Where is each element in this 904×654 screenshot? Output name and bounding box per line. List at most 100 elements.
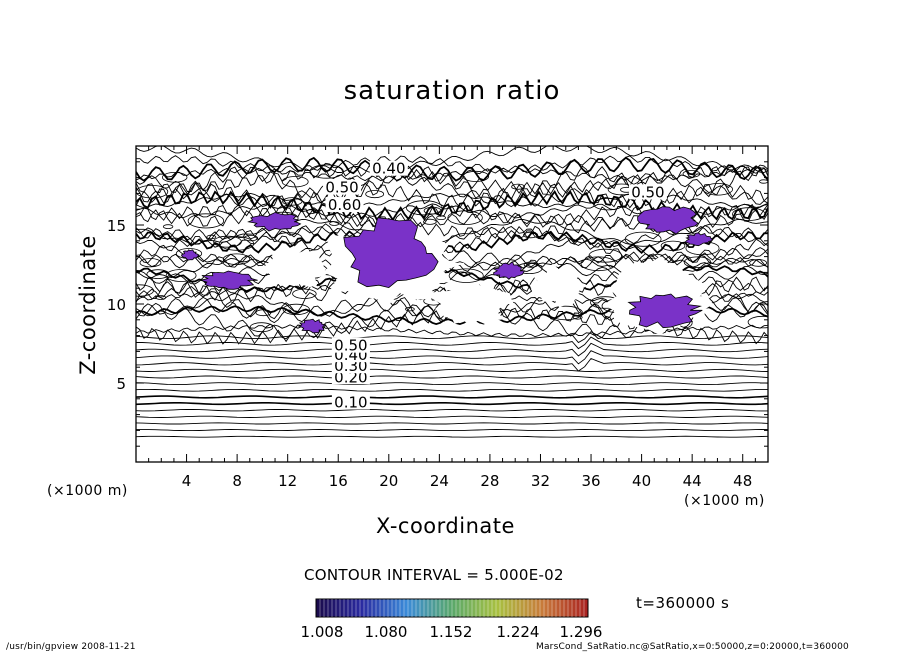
colorbar-tick-label: 1.152	[430, 623, 473, 641]
contour-closed	[219, 236, 255, 251]
contour-closed	[282, 197, 303, 206]
contour-closed	[222, 253, 251, 265]
contour-line	[136, 155, 768, 173]
contour-closed	[747, 315, 768, 329]
contour-line	[136, 173, 768, 208]
contour-closed	[161, 172, 188, 183]
y-tick-label: 5	[116, 375, 126, 393]
contour-closed	[329, 221, 340, 226]
y-tick-label: 10	[107, 296, 126, 314]
contour-line	[136, 190, 768, 222]
footer-source: MarsCond_SatRatio.nc@SatRatio,x=0:50000,…	[536, 642, 849, 652]
y-axis-label: Z-coordinate	[76, 235, 100, 375]
supersaturated-region	[343, 217, 439, 289]
contour-line	[136, 382, 768, 386]
contour-line	[136, 395, 768, 399]
contour-closed	[155, 295, 167, 300]
contour-closed	[423, 218, 437, 225]
x-tick-label: 24	[430, 472, 449, 490]
x-tick-label: 32	[531, 472, 550, 490]
contour-closed	[593, 197, 624, 211]
contour-label: 0.40	[372, 160, 405, 178]
contour-label: 0.50	[631, 183, 664, 201]
x-tick-label: 4	[182, 472, 192, 490]
contour-closed	[162, 224, 174, 229]
x-axis-ticks: 4 8 12 16 20 24 28 32 36 40 44 48	[148, 146, 756, 490]
contour-closed	[249, 322, 274, 333]
contour-label-bg	[331, 337, 370, 353]
contour-line	[136, 375, 768, 379]
contour-line	[136, 402, 768, 406]
contour-closed	[213, 235, 242, 248]
x-tick-label: 40	[632, 472, 651, 490]
chart-title: saturation ratio	[343, 76, 561, 106]
contour-closed	[749, 259, 767, 267]
contour-label: 0.60	[328, 196, 361, 214]
contour-closed	[682, 170, 701, 178]
contour-closed	[732, 207, 766, 221]
contour-line	[136, 422, 768, 425]
x-tick-label: 16	[329, 472, 348, 490]
contour-closed	[683, 256, 712, 268]
supersaturated-region	[180, 249, 201, 261]
contour-closed	[255, 309, 272, 317]
contour-closed	[187, 213, 225, 229]
contour-closed	[136, 284, 154, 297]
contour-line	[136, 357, 768, 372]
contour-line	[136, 336, 768, 350]
unsaturated-gap	[529, 263, 590, 308]
contour-closed	[281, 176, 309, 188]
contour-line	[136, 156, 768, 182]
contour-line	[136, 182, 768, 209]
x-tick-label: 36	[581, 472, 600, 490]
contour-closed	[588, 248, 622, 263]
contour-line	[136, 218, 768, 245]
contour-label: 0.10	[334, 394, 367, 412]
x-tick-label: 20	[379, 472, 398, 490]
contour-closed	[146, 269, 170, 279]
contour-label: 0.50	[325, 179, 358, 197]
contour-label-bg	[325, 197, 364, 213]
contour-label-bg	[323, 179, 362, 195]
colorbar-tick-label: 1.008	[301, 623, 344, 641]
contour-closed	[580, 256, 616, 272]
contour-closed	[759, 179, 768, 184]
contour-line	[136, 409, 768, 412]
contour-closed	[139, 258, 162, 268]
x-tick-label: 44	[683, 472, 702, 490]
contour-label-bg	[628, 184, 667, 200]
unsaturated-gap	[430, 284, 515, 326]
supersaturated-region	[684, 232, 714, 247]
contour-closed	[447, 210, 483, 226]
supersaturated-region	[297, 318, 327, 334]
contour-closed	[206, 234, 217, 240]
colorbar-bar	[315, 598, 589, 618]
x-tick-label: 12	[278, 472, 297, 490]
contour-line	[136, 368, 768, 372]
contour-closed	[462, 170, 490, 182]
contour-closed	[292, 288, 317, 299]
contour-closed	[624, 231, 662, 247]
x-unit-label-left: (×1000 m)	[47, 483, 128, 499]
contour-closed	[405, 200, 443, 216]
contour-line	[136, 331, 768, 344]
contour-closed	[572, 315, 583, 320]
supersaturated-regions	[180, 206, 714, 336]
contour-line	[136, 388, 768, 392]
contour-label-bg	[369, 160, 408, 176]
contour-closed	[309, 164, 344, 179]
y-tick-label: 15	[107, 217, 126, 235]
unsaturated-gap	[264, 245, 329, 288]
x-axis-label: X-coordinate	[376, 514, 515, 538]
colorbar: 1.008 1.080 1.152 1.224 1.296	[301, 598, 603, 641]
contour-closed	[243, 235, 259, 242]
contour-closed	[274, 232, 303, 244]
colorbar-tick-label: 1.296	[560, 623, 603, 641]
contour-closed	[548, 305, 584, 321]
contour-closed	[436, 215, 447, 220]
x-tick-label: 48	[733, 472, 752, 490]
footer-command: /usr/bin/gpview 2008-11-21	[6, 642, 136, 652]
colorbar-tick-label: 1.080	[365, 623, 408, 641]
y-axis-ticks: 5 10 15	[107, 161, 768, 447]
